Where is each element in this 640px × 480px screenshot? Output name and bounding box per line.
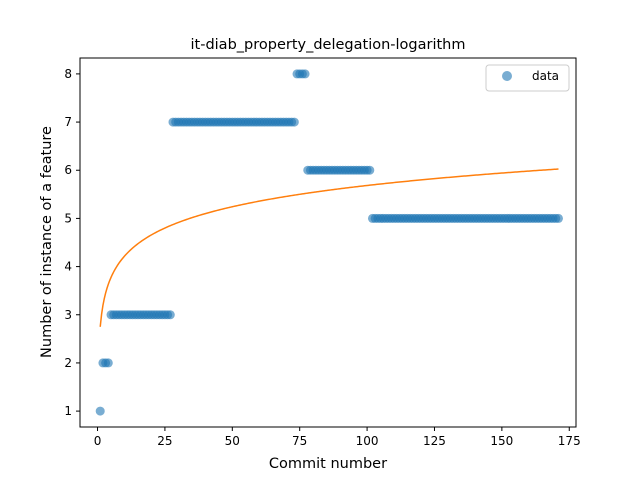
x-axis-ticks: 0 25 50 75 100 125 150 175 [94, 427, 581, 448]
x-tick-label: 150 [490, 434, 513, 448]
data-point [95, 406, 105, 416]
plot-area [95, 69, 563, 416]
y-tick-label: 2 [64, 356, 72, 370]
y-tick-label: 7 [64, 115, 72, 129]
legend-marker [502, 71, 512, 81]
x-tick-label: 75 [292, 434, 307, 448]
y-tick-label: 1 [64, 404, 72, 418]
y-tick-label: 6 [64, 163, 72, 177]
fit-line [99, 168, 559, 327]
y-tick-label: 8 [64, 67, 72, 81]
data-point [289, 117, 299, 127]
x-tick-label: 100 [356, 434, 379, 448]
legend-label: data [532, 69, 559, 83]
data-point [103, 358, 113, 368]
y-tick-label: 3 [64, 308, 72, 322]
data-point [553, 213, 563, 223]
y-tick-label: 4 [64, 260, 72, 274]
axes-frame [79, 57, 577, 428]
data-point [165, 310, 175, 320]
x-tick-label: 25 [157, 434, 172, 448]
x-tick-label: 125 [423, 434, 446, 448]
y-axis-ticks: 1 2 3 4 5 6 7 8 [64, 67, 80, 418]
x-axis-label: Commit number [269, 456, 387, 472]
fit-layer [99, 168, 559, 327]
chart-title: it-diab_property_delegation-logarithm [191, 37, 466, 53]
y-tick-label: 5 [64, 211, 72, 225]
x-tick-label: 50 [225, 434, 240, 448]
x-tick-label: 175 [558, 434, 581, 448]
y-axis-label: Number of instance of a feature [39, 126, 55, 358]
points-layer [95, 69, 563, 416]
data-point [300, 69, 310, 79]
data-point [365, 165, 375, 175]
legend: data [485, 64, 570, 92]
x-tick-label: 0 [94, 434, 102, 448]
